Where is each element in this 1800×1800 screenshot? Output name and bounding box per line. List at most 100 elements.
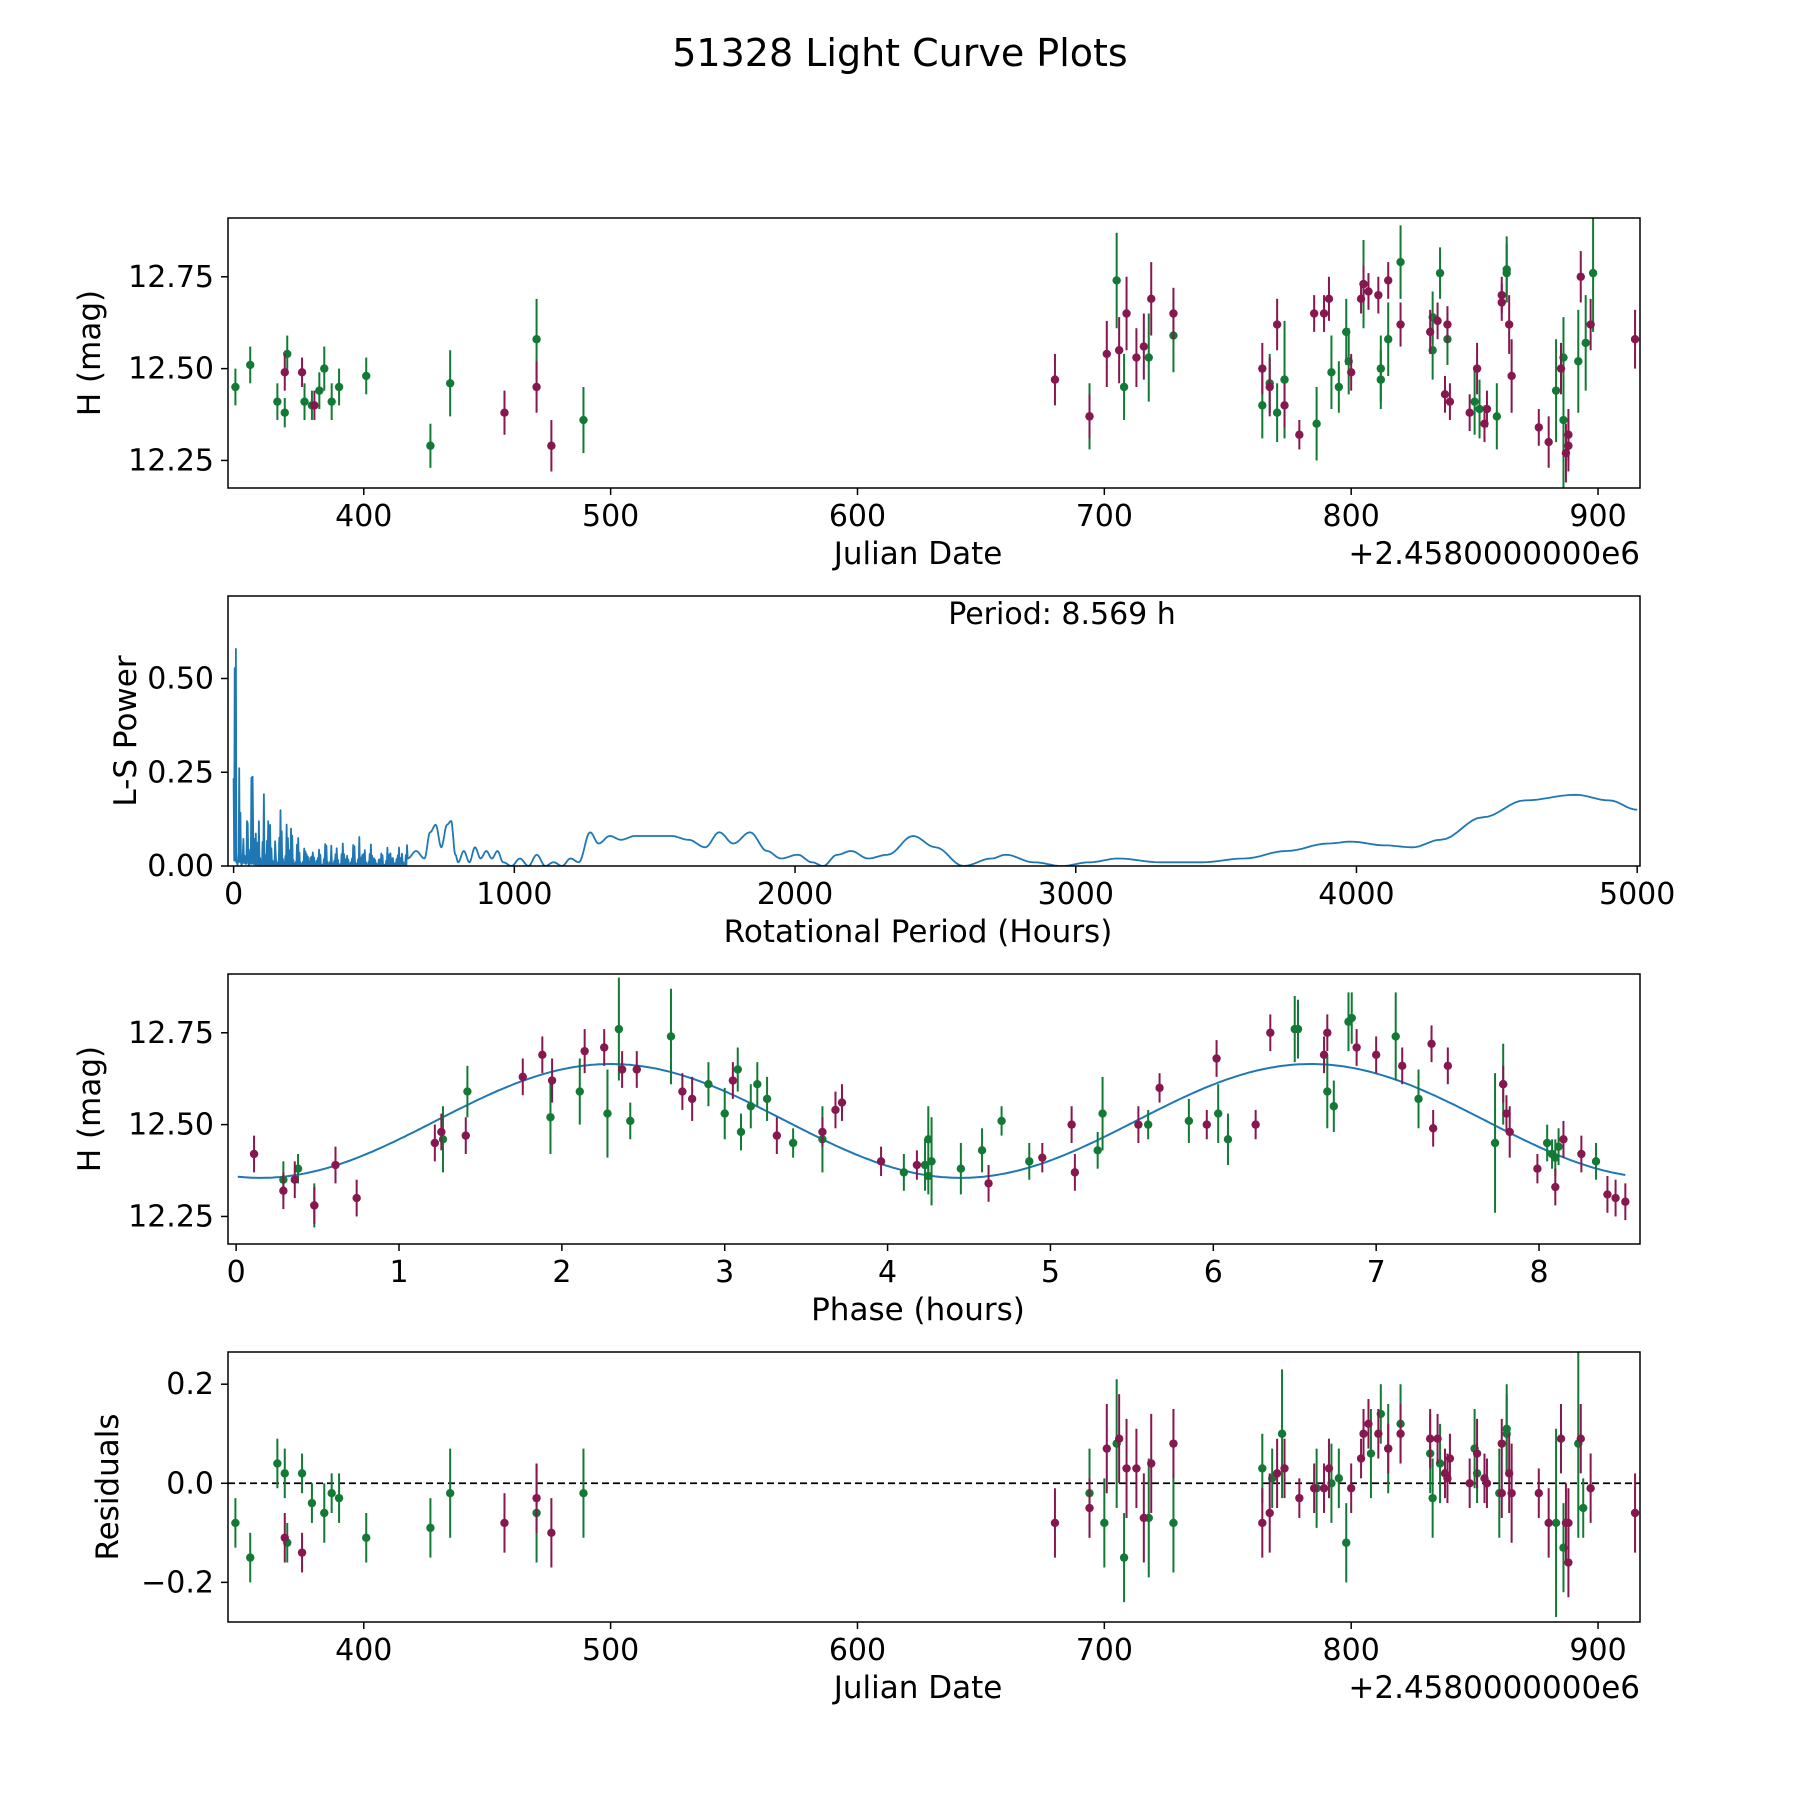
- phased-marker: [518, 1072, 527, 1082]
- residuals-marker: [1139, 1513, 1149, 1523]
- lightcurve-marker: [362, 371, 371, 381]
- phased-purple-point: [1533, 1154, 1542, 1184]
- residuals-marker: [280, 1469, 289, 1478]
- residuals-green-point: [231, 1498, 240, 1548]
- phased-marker: [1505, 1127, 1514, 1137]
- lightcurve-green-point: [1112, 232, 1121, 329]
- residuals-purple-point: [1132, 1428, 1141, 1509]
- lightcurve-green-point: [327, 383, 336, 421]
- phased-purple-point: [984, 1165, 993, 1202]
- phased-green-point: [1184, 1098, 1194, 1143]
- lightcurve-purple-point: [1132, 328, 1141, 387]
- periodogram-ytick-label: 0.25: [147, 755, 214, 790]
- lightcurve-marker: [327, 397, 336, 406]
- phased-green-point: [956, 1142, 966, 1195]
- residuals-marker: [426, 1523, 435, 1533]
- residuals-marker: [547, 1528, 556, 1538]
- phased-marker: [430, 1138, 440, 1148]
- lightcurve-green-point: [1475, 379, 1484, 439]
- residuals-purple-point: [1544, 1488, 1553, 1558]
- phased-marker: [1443, 1061, 1453, 1071]
- phased-marker: [575, 1087, 584, 1096]
- residuals-purple-point: [1507, 1443, 1516, 1543]
- phased-marker: [1414, 1094, 1423, 1104]
- phased-ytick-label: 12.25: [128, 1199, 214, 1234]
- lightcurve-purple-point: [500, 390, 509, 435]
- phased-purple-point: [1621, 1183, 1630, 1221]
- phased-marker: [331, 1160, 340, 1170]
- phased-marker: [1551, 1153, 1560, 1162]
- phased-purple-point: [1212, 1040, 1221, 1077]
- lightcurve-marker: [1445, 397, 1455, 406]
- phased-marker: [1025, 1157, 1034, 1166]
- lightcurve-purple-point: [1272, 298, 1282, 351]
- phased-purple-point: [912, 1150, 922, 1180]
- phased-marker: [1293, 1024, 1303, 1034]
- lightcurve-marker: [1272, 408, 1282, 417]
- phased-green-point: [1293, 999, 1303, 1059]
- lightcurve-marker: [1139, 342, 1149, 351]
- lightcurve-marker: [1122, 309, 1131, 318]
- lightcurve-green-point: [1551, 339, 1561, 443]
- phased-marker: [1093, 1146, 1102, 1155]
- phased-green-point: [1223, 1113, 1233, 1166]
- residuals-purple-point: [1085, 1478, 1094, 1538]
- phased-purple-point: [547, 1058, 557, 1103]
- phased-ytick-label: 12.50: [128, 1108, 214, 1143]
- residuals-marker: [579, 1488, 588, 1498]
- residuals-marker: [1169, 1518, 1178, 1528]
- residuals-ytick-label: −0.2: [141, 1565, 214, 1600]
- residuals-purple-point: [1433, 1413, 1442, 1464]
- phased-marker: [753, 1080, 762, 1089]
- phased-marker: [687, 1094, 697, 1104]
- periodogram-xtick-label: 4000: [1318, 877, 1394, 912]
- phased-marker: [603, 1109, 612, 1118]
- phased-marker: [1251, 1120, 1260, 1129]
- residuals-marker: [500, 1518, 509, 1528]
- residuals-marker: [1169, 1439, 1178, 1448]
- lightcurve-purple-point: [1102, 320, 1111, 387]
- lightcurve-purple-point: [1364, 273, 1373, 310]
- residuals-marker: [445, 1488, 455, 1498]
- lightcurve-marker: [1102, 349, 1111, 359]
- phased-marker: [704, 1080, 713, 1089]
- residuals-purple-point: [1465, 1458, 1474, 1509]
- phased-marker: [1591, 1157, 1601, 1166]
- phased-marker: [1559, 1135, 1568, 1144]
- residuals-marker: [1465, 1479, 1474, 1488]
- lightcurve-series-green: [231, 218, 1598, 488]
- lightcurve-marker: [1586, 320, 1595, 329]
- phased-purple-point: [876, 1146, 886, 1177]
- phased-marker: [1266, 1028, 1275, 1037]
- lightcurve-marker: [1425, 327, 1435, 337]
- phased-purple-point: [1323, 1014, 1332, 1052]
- lightcurve-marker: [246, 360, 255, 370]
- periodogram-series-power: [232, 648, 1638, 866]
- phased-marker: [924, 1135, 933, 1144]
- lightcurve-marker: [1050, 375, 1060, 384]
- lightcurve-marker: [1630, 335, 1640, 344]
- residuals-marker: [1443, 1474, 1452, 1483]
- lightcurve-marker: [1258, 401, 1267, 410]
- lightcurve-green-point: [1376, 350, 1386, 410]
- residuals-marker: [1309, 1484, 1319, 1493]
- lightcurve-purple-point: [1374, 276, 1383, 314]
- residuals-green-point: [1579, 1478, 1588, 1538]
- lightcurve-green-point: [1492, 383, 1502, 450]
- phased-green-point: [1213, 1084, 1223, 1143]
- lightcurve-xtick-label: 900: [1569, 499, 1626, 534]
- phased-purple-point: [1202, 1109, 1211, 1140]
- phased-purple-point: [687, 1076, 697, 1121]
- phased-marker: [1223, 1135, 1233, 1144]
- phased-marker: [912, 1160, 922, 1170]
- residuals-marker: [1556, 1434, 1566, 1443]
- lightcurve-green-point: [1334, 361, 1344, 413]
- phased-marker: [626, 1116, 635, 1126]
- phased-marker: [1551, 1182, 1560, 1192]
- phased-marker: [1427, 1039, 1436, 1048]
- residuals-purple-point: [1396, 1404, 1405, 1464]
- phased-purple-point: [1611, 1179, 1620, 1217]
- phased-marker: [547, 1076, 557, 1085]
- phased-marker: [762, 1094, 772, 1104]
- phased-marker: [927, 1157, 936, 1166]
